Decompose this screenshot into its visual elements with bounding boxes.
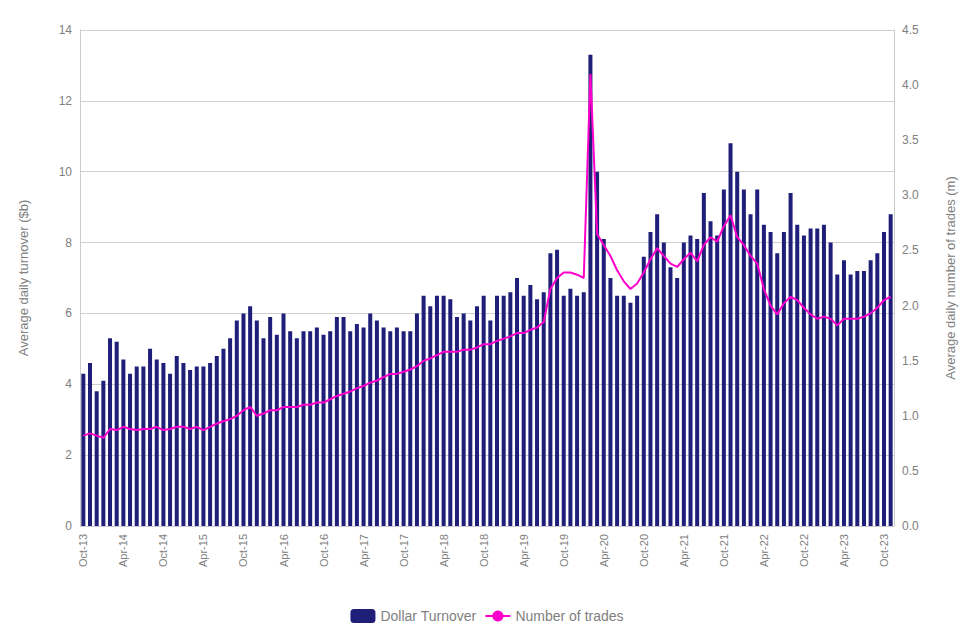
svg-text:Apr-22: Apr-22: [758, 534, 770, 567]
svg-text:Oct-18: Oct-18: [478, 534, 490, 567]
svg-text:Oct-22: Oct-22: [798, 534, 810, 567]
svg-text:2.5: 2.5: [902, 243, 919, 257]
svg-text:1.5: 1.5: [902, 354, 919, 368]
svg-text:10: 10: [59, 165, 73, 179]
svg-text:Oct-23: Oct-23: [878, 534, 890, 567]
svg-text:Dollar Turnover: Dollar Turnover: [380, 608, 476, 624]
svg-text:1.0: 1.0: [902, 409, 919, 423]
svg-text:Apr-20: Apr-20: [598, 534, 610, 567]
svg-text:Average daily turnover ($b): Average daily turnover ($b): [16, 200, 31, 357]
svg-text:0.0: 0.0: [902, 519, 919, 533]
svg-text:2.0: 2.0: [902, 299, 919, 313]
svg-text:Apr-16: Apr-16: [278, 534, 290, 567]
svg-text:Oct-21: Oct-21: [718, 534, 730, 567]
svg-text:14: 14: [59, 23, 73, 37]
svg-text:Apr-17: Apr-17: [358, 534, 370, 567]
svg-text:Oct-14: Oct-14: [157, 534, 169, 567]
svg-text:2: 2: [65, 448, 72, 462]
svg-text:0.5: 0.5: [902, 464, 919, 478]
svg-text:Apr-15: Apr-15: [197, 534, 209, 567]
svg-text:6: 6: [65, 306, 72, 320]
svg-text:0: 0: [65, 519, 72, 533]
svg-text:8: 8: [65, 236, 72, 250]
svg-text:12: 12: [59, 94, 73, 108]
svg-text:Apr-23: Apr-23: [838, 534, 850, 567]
svg-text:Apr-14: Apr-14: [117, 534, 129, 567]
svg-text:Oct-13: Oct-13: [77, 534, 89, 567]
svg-text:4: 4: [65, 377, 72, 391]
svg-text:Apr-21: Apr-21: [678, 534, 690, 567]
svg-text:Oct-17: Oct-17: [398, 534, 410, 567]
svg-text:Number of trades: Number of trades: [515, 608, 623, 624]
svg-text:3.5: 3.5: [902, 133, 919, 147]
svg-text:4.0: 4.0: [902, 78, 919, 92]
svg-text:Apr-19: Apr-19: [518, 534, 530, 567]
svg-text:Oct-20: Oct-20: [638, 534, 650, 567]
svg-text:Oct-15: Oct-15: [237, 534, 249, 567]
svg-text:Average daily number of trades: Average daily number of trades (m): [943, 176, 958, 380]
svg-text:Apr-18: Apr-18: [438, 534, 450, 567]
svg-text:Oct-19: Oct-19: [558, 534, 570, 567]
svg-text:Oct-16: Oct-16: [318, 534, 330, 567]
svg-text:4.5: 4.5: [902, 23, 919, 37]
svg-text:3.0: 3.0: [902, 188, 919, 202]
